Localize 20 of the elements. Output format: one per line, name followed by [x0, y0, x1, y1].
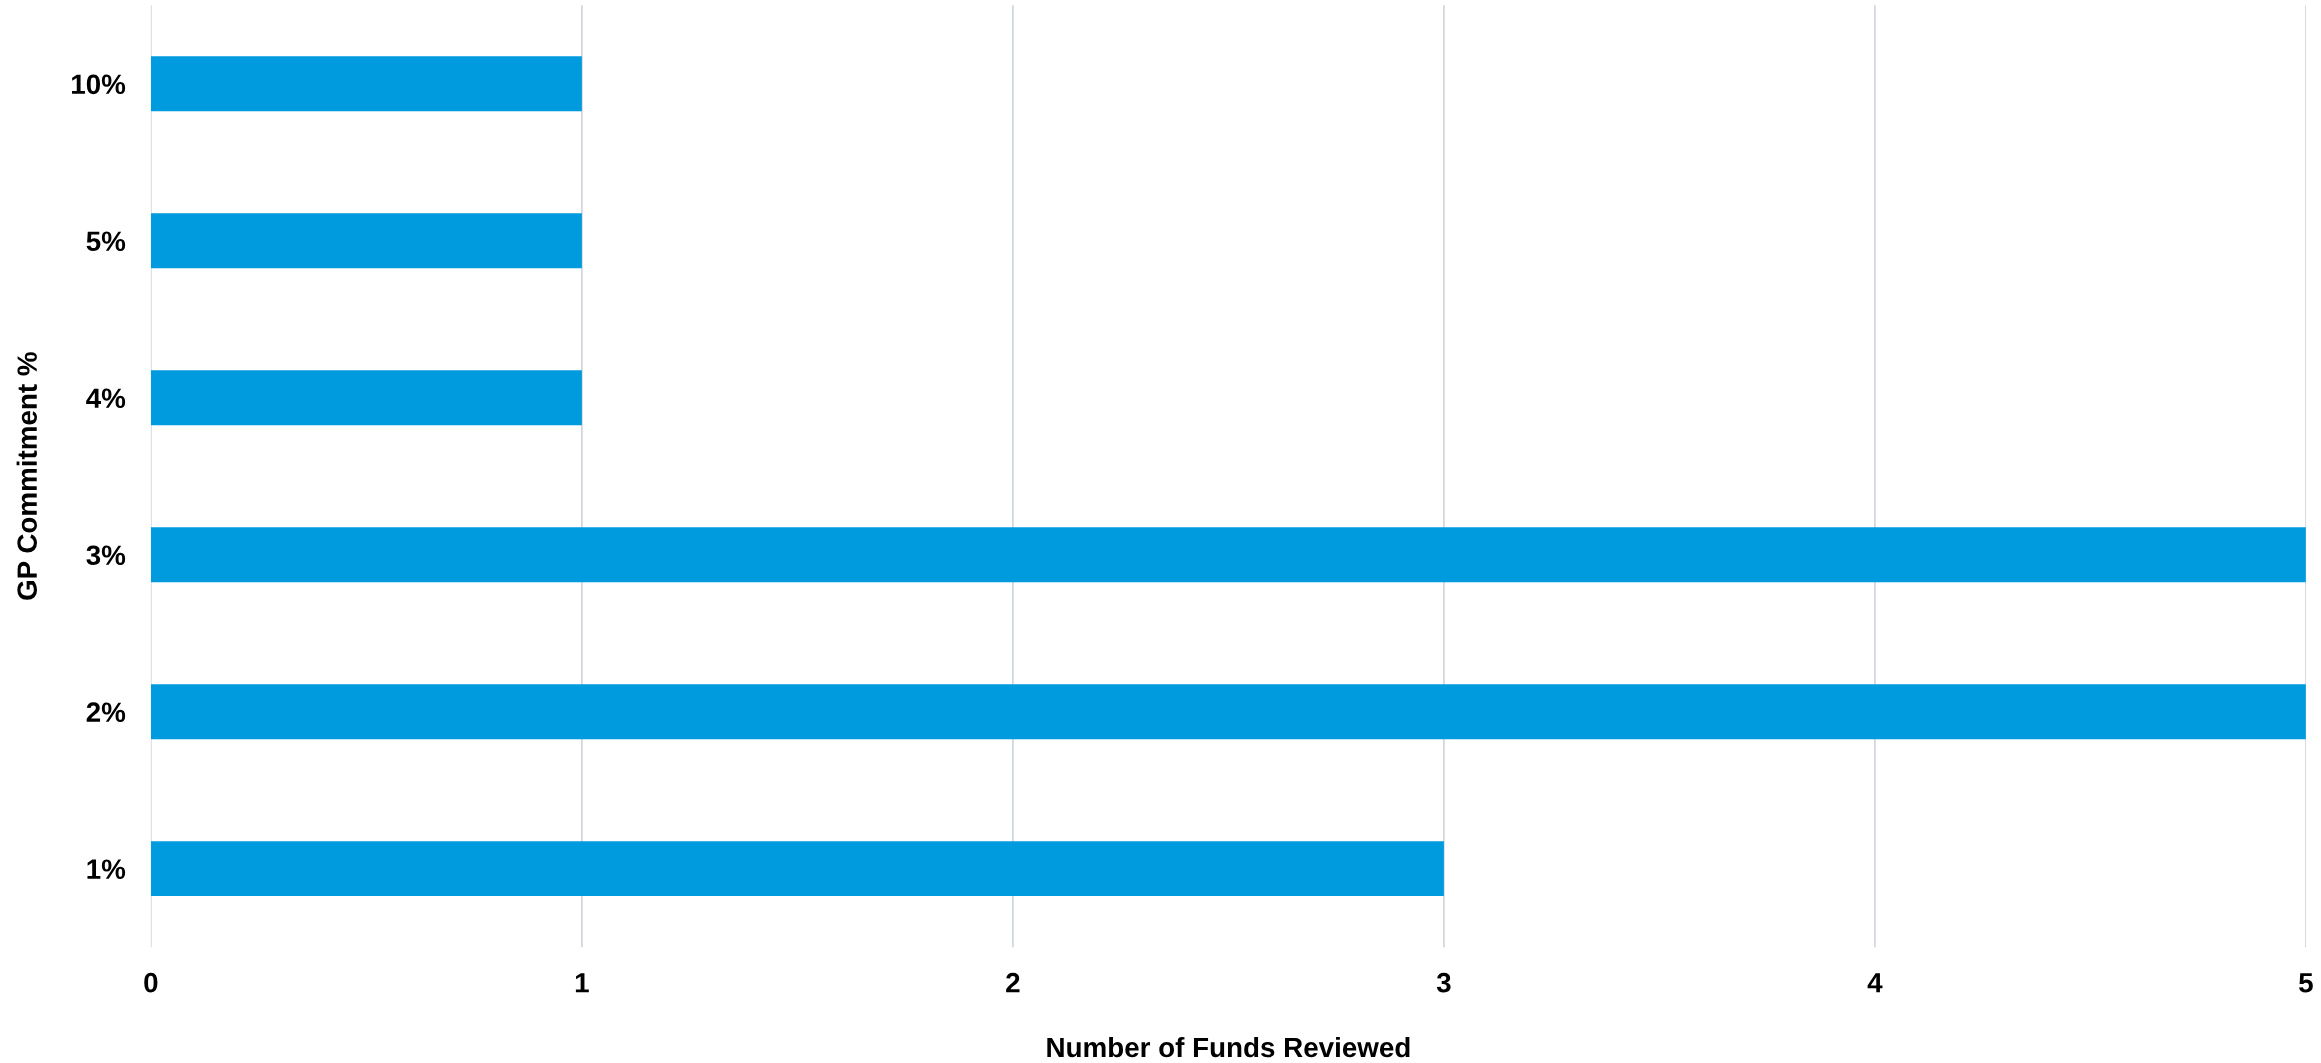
- x-tick-label: 1: [575, 973, 589, 993]
- y-axis-title: GP Commitment %: [16, 352, 37, 600]
- y-tick-label: 3%: [86, 545, 126, 566]
- bar: [150, 370, 582, 426]
- y-tick-label: 4%: [86, 388, 126, 409]
- bar: [150, 56, 582, 112]
- x-tick-label: 4: [1867, 973, 1883, 993]
- x-tick-label: 5: [2299, 973, 2313, 993]
- y-tick-label: 5%: [86, 231, 126, 252]
- x-tick-label: 3: [1436, 972, 1451, 993]
- x-tick-label: 0: [144, 972, 158, 993]
- bar: [150, 841, 1444, 897]
- y-tick-label: 2%: [86, 702, 126, 722]
- y-tick-label: 10%: [72, 74, 126, 95]
- bar: [150, 213, 582, 269]
- x-axis-title: Number of Funds Reviewed: [1047, 1036, 1410, 1058]
- bar: [150, 684, 2306, 740]
- y-tick-label: 1%: [87, 859, 126, 879]
- bar: [150, 527, 2306, 583]
- x-tick-label: 2: [1006, 972, 1020, 993]
